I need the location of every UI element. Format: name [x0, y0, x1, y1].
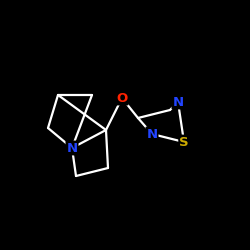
- Text: S: S: [179, 136, 189, 148]
- Text: O: O: [116, 92, 128, 104]
- Text: N: N: [66, 142, 78, 154]
- Text: N: N: [172, 96, 184, 108]
- Text: N: N: [146, 128, 158, 140]
